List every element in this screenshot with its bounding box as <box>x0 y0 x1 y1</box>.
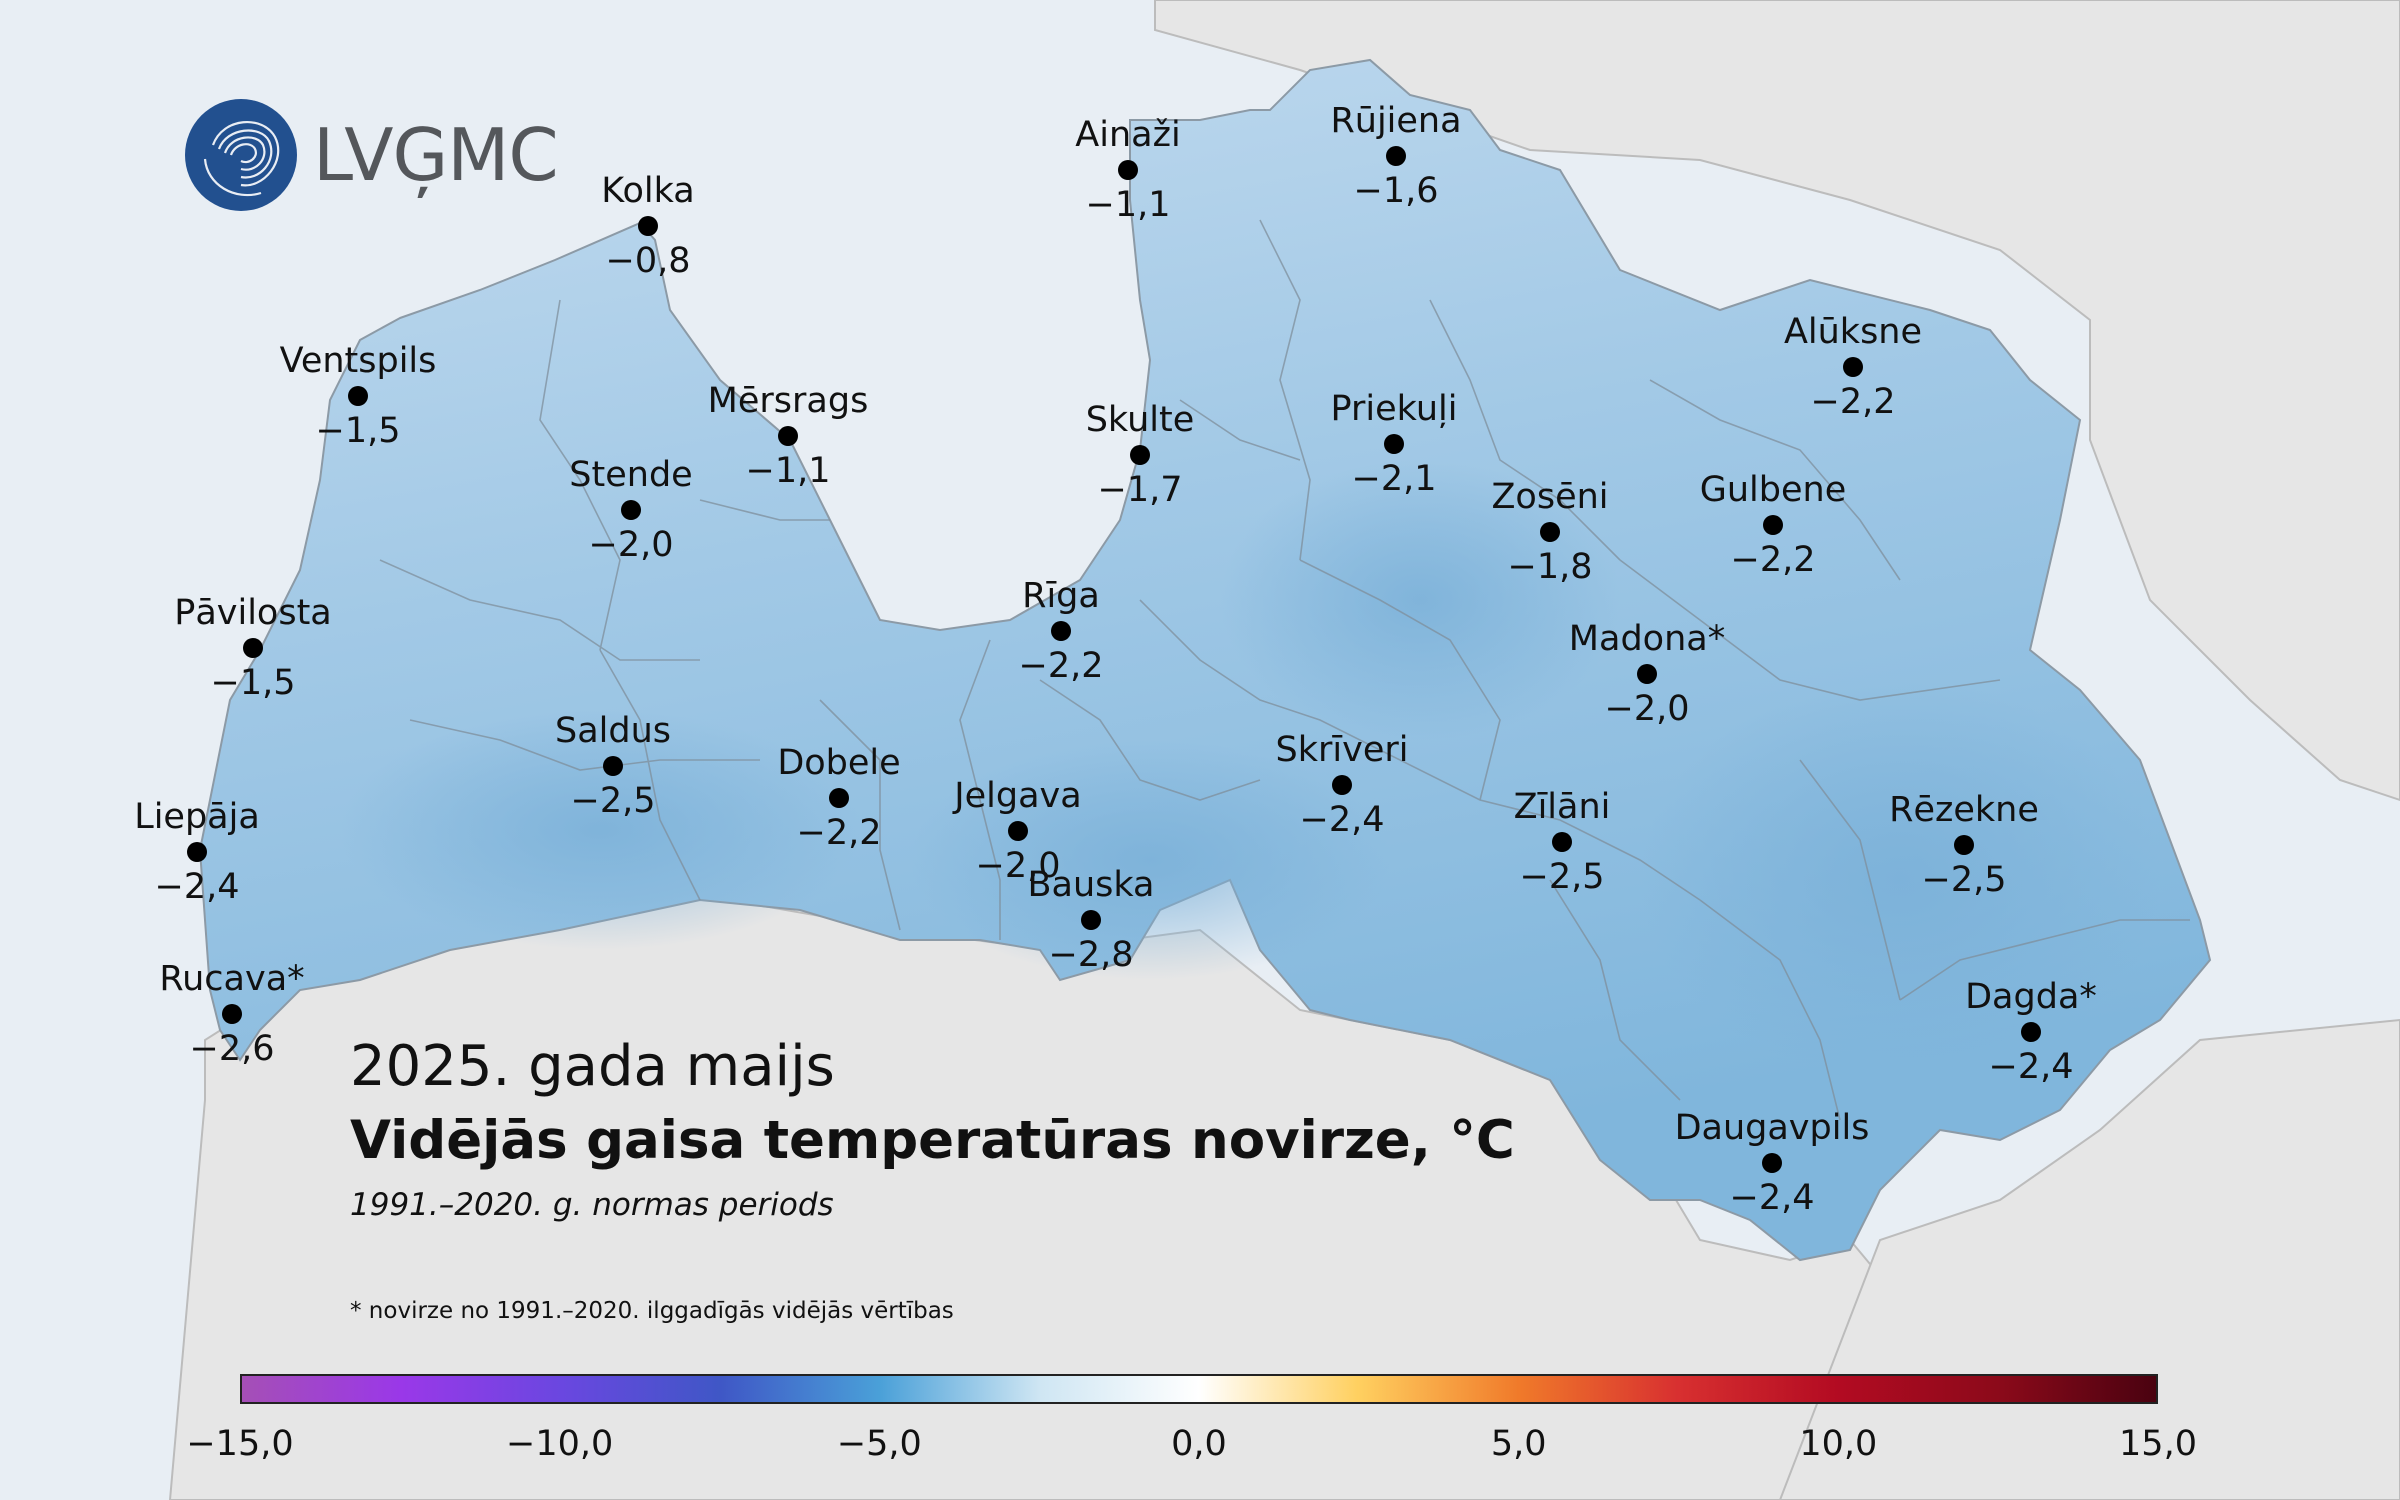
station-value: −1,1 <box>745 451 831 491</box>
map-period: 1991.–2020. g. normas periods <box>350 1186 834 1223</box>
station-value: −1,7 <box>1097 470 1183 510</box>
station-dot <box>1637 664 1657 684</box>
station-dot <box>1763 515 1783 535</box>
station-name: Ventspils <box>279 341 437 381</box>
station-dot <box>243 638 263 658</box>
station-name: Skulte <box>1085 400 1195 440</box>
colorbar-tick-label: −10,0 <box>506 1424 614 1464</box>
colorbar <box>240 1374 2158 1404</box>
station-dot <box>1008 821 1028 841</box>
station-value: −1,5 <box>315 411 401 451</box>
station-value: −0,8 <box>605 241 691 281</box>
station-dot <box>778 426 798 446</box>
station-dot <box>187 842 207 862</box>
station-dot <box>638 216 658 236</box>
station-name: Skrīveri <box>1275 730 1409 770</box>
station-name: Ainaži <box>1075 115 1181 155</box>
station-name: Kolka <box>601 171 695 211</box>
station-dot <box>829 788 849 808</box>
station-name: Saldus <box>554 711 672 751</box>
station-dot <box>1762 1153 1782 1173</box>
colorbar-tick-label: 15,0 <box>2119 1424 2197 1464</box>
station-dot <box>1051 621 1071 641</box>
station-value: −2,2 <box>1018 646 1104 686</box>
map-title: Vidējās gaisa temperatūras novirze, °C <box>350 1109 1515 1171</box>
colorbar-tick-label: −15,0 <box>186 1424 294 1464</box>
station-value: −2,0 <box>588 525 674 565</box>
station-dot <box>1386 146 1406 166</box>
station-value: −2,4 <box>1729 1178 1815 1218</box>
station-value: −1,6 <box>1353 171 1439 211</box>
station-name: Rucava* <box>159 959 305 999</box>
station-dot <box>603 756 623 776</box>
station-name: Dobele <box>777 743 901 783</box>
anomaly-patch <box>1220 460 1620 740</box>
station-dot <box>348 386 368 406</box>
station-value: −2,4 <box>1988 1047 2074 1087</box>
station-dot <box>621 500 641 520</box>
station-value: −2,5 <box>1921 860 2007 900</box>
station-name: Zīlāni <box>1513 787 1611 827</box>
station-dot <box>2021 1022 2041 1042</box>
station-name: Alūksne <box>1783 312 1923 352</box>
station-name: Zosēni <box>1491 477 1609 517</box>
station-name: Rūjiena <box>1330 101 1462 141</box>
station-value: −2,4 <box>154 867 240 907</box>
station-name: Gulbene <box>1699 470 1847 510</box>
station-name: Mērsrags <box>707 381 869 421</box>
station-dot <box>1843 357 1863 377</box>
station-value: −2,5 <box>1519 857 1605 897</box>
station-value: −2,6 <box>189 1029 275 1069</box>
municipal-borders <box>379 219 2190 1121</box>
title-block: 2025. gada maijs Vidējās gaisa temperatū… <box>350 1036 1515 1222</box>
station-value: −2,2 <box>1730 540 1816 580</box>
station-value: −2,0 <box>1604 689 1690 729</box>
station-name: Jelgava <box>954 776 1082 816</box>
station-dot <box>222 1004 242 1024</box>
station-name: Daugavpils <box>1674 1108 1870 1148</box>
logo-text: LVĢMC <box>313 113 559 197</box>
station-dot <box>1130 445 1150 465</box>
station-dot <box>1540 522 1560 542</box>
station-name: Priekuļi <box>1330 389 1458 429</box>
anomaly-patch <box>340 710 860 950</box>
station-value: −2,4 <box>1299 800 1385 840</box>
station-value: −2,2 <box>1810 382 1896 422</box>
station-name: Dagda* <box>1965 977 2097 1017</box>
station-dot <box>1552 832 1572 852</box>
station-dot <box>1332 775 1352 795</box>
station-name: Pāvilosta <box>174 593 332 633</box>
station-name: Liepāja <box>134 797 260 837</box>
lvgmc-logo-icon <box>185 99 297 211</box>
lvgmc-logo: LVĢMC <box>183 97 559 213</box>
anomaly-patch <box>1640 680 2160 1080</box>
anomaly-patch <box>910 740 1390 980</box>
footnote: * novirze no 1991.–2020. ilggadīgās vidē… <box>350 1298 954 1324</box>
colorbar-tick-label: 5,0 <box>1490 1424 1547 1464</box>
station-value: −2,1 <box>1351 459 1437 499</box>
station-value: −2,8 <box>1048 935 1134 975</box>
station-dot <box>1384 434 1404 454</box>
station-value: −2,0 <box>975 846 1061 886</box>
station-name: Rīga <box>1022 576 1100 616</box>
station-name: Madona* <box>1568 619 1726 659</box>
station-dot <box>1081 910 1101 930</box>
station-name: Bauska <box>1027 865 1155 905</box>
station-value: −1,8 <box>1507 547 1593 587</box>
station-value: −2,2 <box>796 813 882 853</box>
station-value: −1,5 <box>210 663 296 703</box>
colorbar-tick-label: 10,0 <box>1799 1424 1878 1464</box>
station-name: Rēzekne <box>1889 790 2039 830</box>
station-value: −1,1 <box>1085 185 1171 225</box>
map-date: 2025. gada maijs <box>350 1034 835 1099</box>
station-dot <box>1954 835 1974 855</box>
colorbar-tick-label: 0,0 <box>1171 1424 1227 1464</box>
station-dot <box>1118 160 1138 180</box>
colorbar-tick-label: −5,0 <box>836 1424 922 1464</box>
station-value: −2,5 <box>570 781 656 821</box>
station-name: Stende <box>569 455 693 495</box>
